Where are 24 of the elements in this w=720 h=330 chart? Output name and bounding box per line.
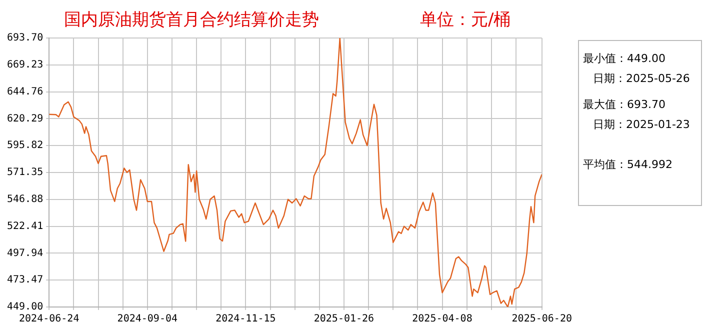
x-tick-label: 2025-06-20 — [512, 314, 572, 325]
x-tick-label: 2025-04-08 — [412, 314, 472, 325]
chart-title: 国内原油期货首月合约结算价走势 — [64, 9, 319, 31]
y-tick-label: 693.70 — [7, 32, 44, 44]
text: 日期：2025-05-26 — [592, 71, 691, 87]
x-tick-label: 2024-11-15 — [216, 314, 276, 325]
text: 最大值：693.70 — [582, 97, 666, 113]
x-tick-label: 2025-01-26 — [314, 314, 374, 325]
y-tick-label: 571.35 — [7, 167, 44, 178]
y-tick-label: 669.23 — [7, 59, 44, 70]
x-tick-label: 2024-06-24 — [19, 314, 80, 325]
y-tick-label: 620.29 — [7, 113, 44, 124]
y-tick-label: 595.82 — [7, 140, 44, 152]
text: 平均值：544.992 — [582, 157, 674, 173]
text: 最小值：449.00 — [582, 51, 666, 67]
y-tick-label: 449.00 — [7, 302, 44, 313]
text: 日期：2025-01-23 — [592, 117, 691, 133]
y-tick-label: 644.76 — [7, 86, 44, 98]
y-tick-label: 497.94 — [7, 248, 44, 259]
y-tick-label: 546.88 — [7, 194, 44, 205]
y-tick-label: 473.47 — [7, 274, 44, 286]
y-tick-label: 522.41 — [7, 220, 44, 232]
x-tick-label: 2024-09-04 — [117, 314, 178, 325]
chart-subtitle: 单位：元/桶 — [420, 9, 511, 31]
